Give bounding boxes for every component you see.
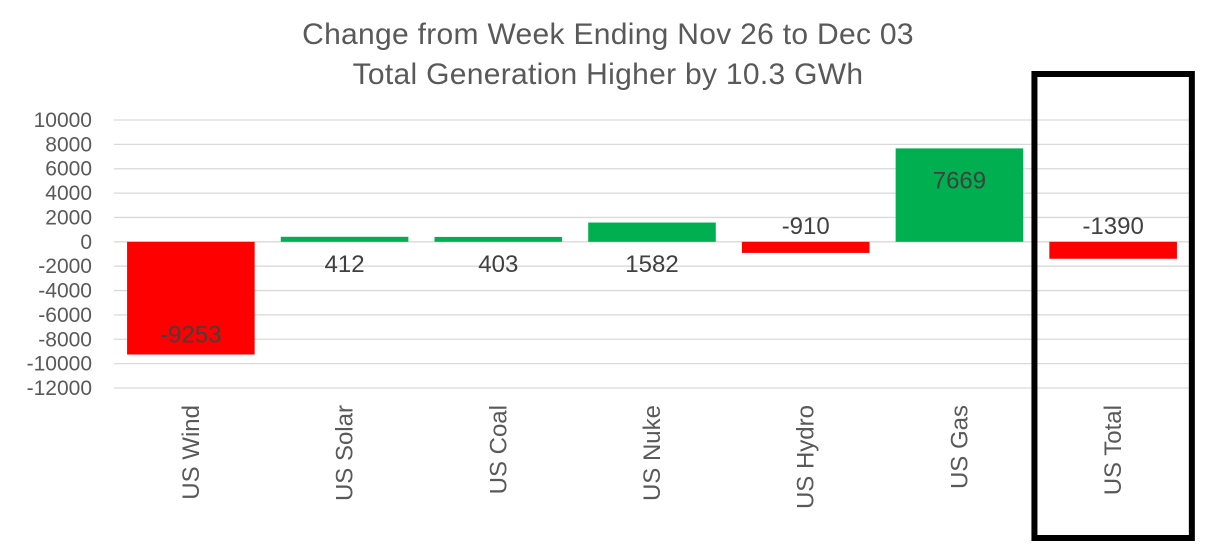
y-tick-label: -8000 xyxy=(38,328,92,351)
y-tick-label: 0 xyxy=(80,231,92,254)
y-tick-label: 2000 xyxy=(45,206,92,229)
x-tick-label: US Nuke xyxy=(639,405,666,501)
data-label: 7669 xyxy=(933,167,986,194)
data-label: 412 xyxy=(325,251,365,278)
y-tick-label: -2000 xyxy=(38,255,92,278)
bars xyxy=(127,148,1177,355)
bar-us-total xyxy=(1049,241,1177,259)
y-tick-label: 4000 xyxy=(45,182,92,205)
y-tick-label: -10000 xyxy=(27,353,92,376)
data-label: -1390 xyxy=(1082,213,1143,240)
y-tick-label: -6000 xyxy=(38,304,92,327)
data-labels: -9253 412 403 1582 -910 7669 -1390 xyxy=(160,167,1144,348)
bar-us-solar xyxy=(280,236,409,242)
x-tick-label: US Total xyxy=(1100,405,1127,495)
y-tick-label: 6000 xyxy=(45,158,92,181)
bar-us-wind xyxy=(127,241,255,355)
x-tick-label: US Wind xyxy=(178,405,205,500)
data-label: 403 xyxy=(478,251,518,278)
bar-us-hydro xyxy=(741,241,870,253)
bar-us-gas xyxy=(895,148,1024,242)
chart-title: Change from Week Ending Nov 26 to Dec 03 xyxy=(302,18,914,51)
x-tick-label: US Coal xyxy=(485,405,512,494)
chart-subtitle: Total Generation Higher by 10.3 GWh xyxy=(352,58,864,91)
x-axis-ticks: US Wind US Solar US Coal US Nuke US Hydro US … xyxy=(178,405,1127,509)
y-axis-ticks: 1000080006000400020000-2000-4000-6000-80… xyxy=(27,109,92,400)
y-tick-label: 10000 xyxy=(34,109,92,132)
highlight-layer xyxy=(1031,71,1195,541)
x-tick-label: US Solar xyxy=(332,405,359,501)
bar-us-coal xyxy=(434,236,563,242)
x-tick-label: US Gas xyxy=(946,405,973,489)
data-label: -9253 xyxy=(160,322,221,349)
y-tick-label: -12000 xyxy=(27,377,92,400)
bar-us-nuke xyxy=(588,222,716,242)
y-tick-label: -4000 xyxy=(38,280,92,303)
data-label: 1582 xyxy=(625,251,678,278)
data-label: -910 xyxy=(782,213,830,240)
highlight-box xyxy=(1031,71,1195,541)
y-tick-label: 8000 xyxy=(45,133,92,156)
x-tick-label: US Hydro xyxy=(793,405,820,509)
